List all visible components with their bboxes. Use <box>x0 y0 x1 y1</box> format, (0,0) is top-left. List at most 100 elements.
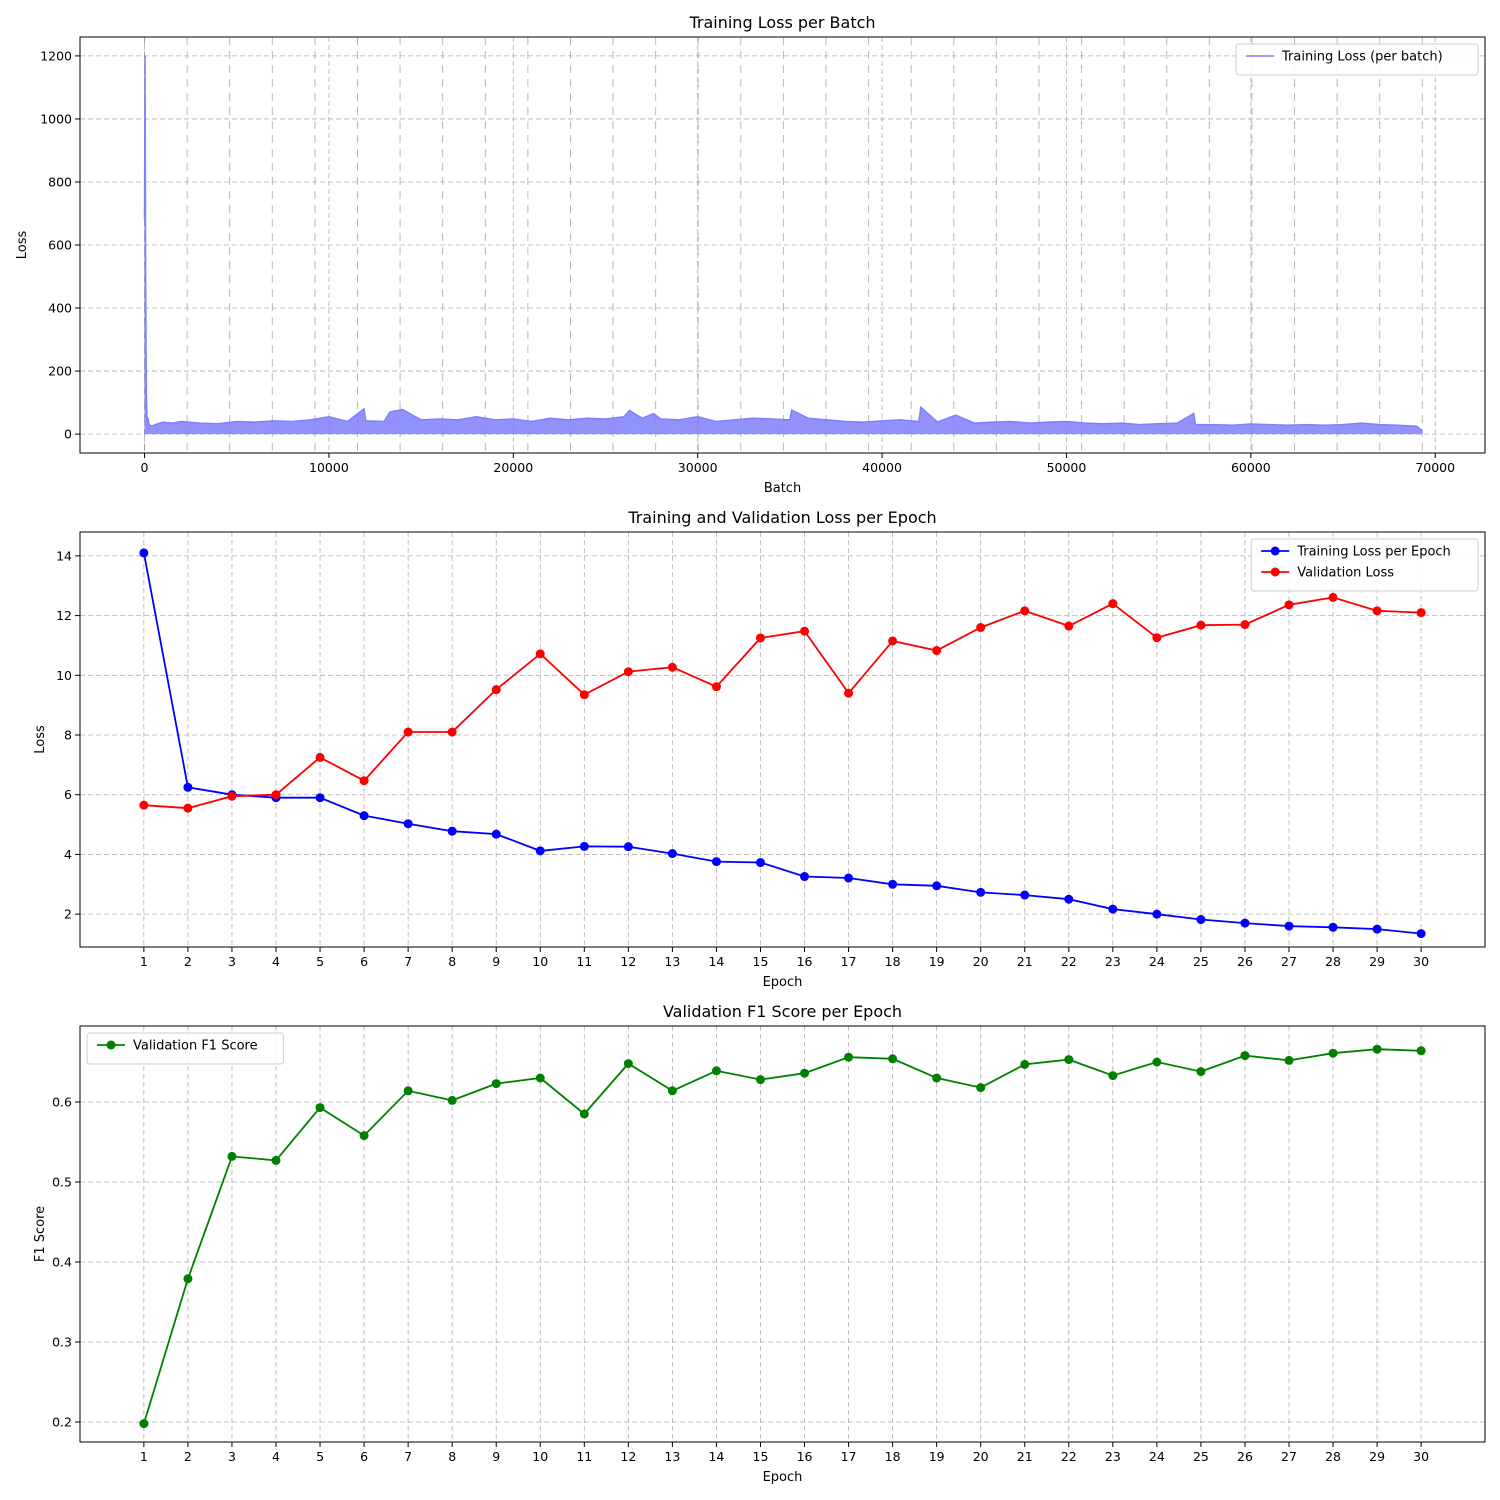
data-point <box>447 727 457 737</box>
y-tick-label: 0 <box>64 427 72 442</box>
data-point <box>491 1079 501 1089</box>
x-tick-label: 15 <box>753 954 769 969</box>
data-point <box>1416 608 1426 618</box>
data-point <box>888 879 898 889</box>
grid <box>80 532 1485 947</box>
x-tick-label: 8 <box>448 1449 456 1464</box>
series-line <box>143 552 1422 935</box>
data-point <box>623 1059 633 1069</box>
x-tick-label: 10000 <box>309 460 349 475</box>
x-tick-label: 30000 <box>678 460 718 475</box>
chart-panel-2: 1 2 3 4 5 6 7 8 9 10 11 12 13 14 15 16 17 18 19 20 21 22 23 24 2… <box>33 508 1486 990</box>
y-tick-label: 4 <box>64 847 72 862</box>
y-tick-label: 12 <box>56 608 72 623</box>
data-point <box>711 682 721 692</box>
x-tick-label: 7 <box>404 1449 412 1464</box>
x-tick-label: 11 <box>576 1449 592 1464</box>
data-point <box>1372 924 1382 934</box>
legend-box <box>1250 538 1479 592</box>
data-point <box>139 1419 149 1429</box>
data-point <box>755 858 765 868</box>
x-tick-label: 0 <box>141 460 149 475</box>
grid <box>80 37 1485 453</box>
x-tick-label: 16 <box>797 1449 813 1464</box>
legend-swatch-marker <box>1270 546 1280 556</box>
data-point <box>1064 621 1074 631</box>
x-tick-label: 30 <box>1413 954 1429 969</box>
data-point <box>1372 606 1382 616</box>
x-axis-label: Epoch <box>763 975 803 990</box>
data-point <box>755 1075 765 1085</box>
x-tick-label: 14 <box>708 954 724 969</box>
plot-frame <box>79 531 1486 948</box>
data-point <box>844 1052 854 1062</box>
x-tick-label: 5 <box>316 1449 324 1464</box>
legend-box <box>1235 43 1479 76</box>
series-1 <box>139 1044 1426 1429</box>
legend-label: Validation F1 Score <box>133 1039 258 1054</box>
data-point <box>447 1095 457 1105</box>
data-point <box>535 649 545 659</box>
x-tick-label: 12 <box>620 1449 636 1464</box>
data-point <box>800 626 810 636</box>
data-point <box>579 690 589 700</box>
data-point <box>932 1073 942 1083</box>
data-point <box>1416 929 1426 939</box>
data-point <box>976 1083 986 1093</box>
x-tick-label: 70000 <box>1415 460 1455 475</box>
data-point <box>1020 1059 1030 1069</box>
y-tick-label: 6 <box>64 787 72 802</box>
data-point <box>183 782 193 792</box>
data-point <box>403 819 413 829</box>
legend-swatch-marker <box>106 1040 116 1050</box>
x-tick-label: 4 <box>272 1449 280 1464</box>
data-point <box>755 633 765 643</box>
data-point <box>932 881 942 891</box>
x-tick-label: 5 <box>316 954 324 969</box>
data-point <box>888 1054 898 1064</box>
x-tick-label: 17 <box>841 1449 857 1464</box>
data-point <box>271 790 281 800</box>
x-axis-label: Batch <box>764 481 801 496</box>
data-point <box>403 727 413 737</box>
x-tick-label: 3 <box>228 1449 236 1464</box>
data-point <box>1020 890 1030 900</box>
y-tick-label: 400 <box>48 301 72 316</box>
x-tick-label: 20 <box>973 954 989 969</box>
x-tick-label: 18 <box>885 954 901 969</box>
y-tick-label: 200 <box>48 364 72 379</box>
series-1 <box>143 55 1423 435</box>
data-point <box>711 857 721 867</box>
x-tick-label: 28 <box>1325 1449 1341 1464</box>
x-tick-label: 16 <box>797 954 813 969</box>
data-point <box>1240 620 1250 630</box>
legend: Training Loss (per batch) <box>1235 43 1479 76</box>
x-tick-label: 22 <box>1061 954 1077 969</box>
data-point <box>1064 1055 1074 1065</box>
legend-swatch-marker <box>1270 567 1280 577</box>
legend: Training Loss per Epoch Validation Loss <box>1250 538 1479 592</box>
data-point <box>844 873 854 883</box>
data-point <box>579 1109 589 1119</box>
data-point <box>1284 1055 1294 1065</box>
data-point <box>976 887 986 897</box>
chart-panel-1: 0 10000 20000 30000 40000 50000 60000 70000 0 200… <box>15 13 1486 496</box>
x-tick-label: 12 <box>620 954 636 969</box>
x-tick-label: 30 <box>1413 1449 1429 1464</box>
x-tick-label: 6 <box>360 954 368 969</box>
chart-title: Validation F1 Score per Epoch <box>663 1002 902 1021</box>
data-point <box>1108 599 1118 609</box>
x-tick-label: 10 <box>532 954 548 969</box>
x-tick-label: 29 <box>1369 954 1385 969</box>
data-point <box>359 776 369 786</box>
chart-title: Training Loss per Batch <box>688 13 875 32</box>
data-point <box>227 791 237 801</box>
y-tick-label: 1200 <box>40 48 72 63</box>
data-point <box>623 667 633 677</box>
data-point <box>1196 915 1206 925</box>
data-point <box>800 872 810 882</box>
series-line <box>143 596 1422 810</box>
data-point <box>491 685 501 695</box>
x-tick-label: 20 <box>973 1449 989 1464</box>
series-line <box>143 1048 1422 1424</box>
